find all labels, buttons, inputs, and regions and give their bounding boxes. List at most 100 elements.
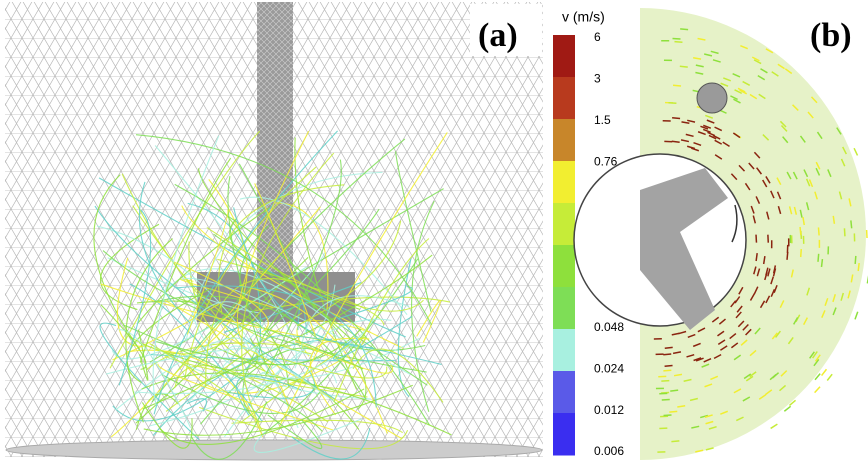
streamline — [337, 286, 413, 320]
streamline — [241, 152, 335, 431]
vector — [703, 124, 712, 129]
vector — [663, 369, 672, 372]
panel-b: (b) — [573, 4, 868, 460]
vector — [730, 300, 737, 308]
streamline — [143, 384, 414, 436]
streamline — [175, 285, 377, 408]
vector — [758, 394, 767, 400]
colorbar-label: 0.048 — [594, 320, 624, 334]
vector — [807, 111, 814, 119]
streamline — [126, 287, 212, 383]
colorbar-label: 6 — [594, 30, 601, 44]
vector — [824, 297, 829, 307]
vector — [848, 198, 852, 207]
vector — [820, 368, 828, 377]
vector — [827, 169, 832, 178]
vector — [677, 405, 686, 408]
vector — [693, 357, 702, 362]
vector — [661, 379, 670, 382]
vector — [821, 310, 826, 319]
vector — [683, 378, 692, 382]
vector — [685, 133, 694, 138]
streamline — [296, 220, 402, 327]
streamline — [255, 296, 451, 312]
vector — [810, 96, 818, 104]
vector — [850, 274, 854, 283]
streamline — [141, 372, 452, 436]
vector — [664, 346, 673, 350]
streamline — [205, 277, 292, 387]
streamline — [291, 427, 371, 460]
vector — [802, 216, 805, 226]
vector — [687, 333, 696, 339]
vector — [770, 190, 775, 199]
streamline — [333, 315, 413, 360]
streamline — [223, 282, 362, 333]
vector — [840, 292, 845, 301]
vector — [847, 290, 851, 299]
colorbar-label: 0.006 — [594, 444, 624, 458]
vector — [686, 353, 695, 358]
streamline — [295, 340, 394, 374]
vector — [772, 265, 777, 274]
vector — [792, 104, 799, 111]
vector — [770, 289, 776, 297]
vector — [671, 440, 680, 443]
streamline — [99, 322, 200, 440]
vector — [814, 373, 821, 381]
impeller-blades — [640, 168, 728, 330]
vector — [832, 307, 837, 316]
vector — [680, 139, 690, 143]
vector — [695, 64, 704, 68]
vector — [693, 56, 702, 60]
streamline — [239, 196, 408, 316]
streamline — [411, 200, 435, 412]
streamline — [197, 168, 363, 350]
vector — [749, 371, 757, 378]
vector — [792, 171, 798, 180]
vector — [779, 120, 787, 128]
colorbar-segment — [553, 77, 575, 120]
tank-bottom — [5, 439, 543, 461]
vector — [780, 370, 788, 377]
vector — [743, 373, 752, 380]
vector — [776, 191, 782, 200]
vector — [805, 202, 810, 211]
colorbar-title: v (m/s) — [562, 9, 605, 25]
vector — [697, 37, 706, 41]
vector — [753, 286, 759, 295]
vector — [744, 182, 751, 191]
vector — [799, 249, 802, 258]
vector — [756, 268, 761, 277]
vector — [762, 255, 766, 265]
colorbar-label: 0.012 — [594, 403, 624, 417]
vector — [670, 389, 679, 392]
streamline — [352, 348, 444, 403]
vector — [793, 317, 799, 325]
streamline — [227, 345, 334, 402]
streamline — [253, 418, 362, 454]
streamline — [236, 375, 302, 416]
vector — [779, 384, 787, 392]
streamline — [240, 336, 367, 423]
vector — [714, 139, 723, 145]
vector — [784, 68, 793, 75]
streamline — [173, 261, 269, 333]
vector — [803, 169, 809, 178]
vector — [748, 162, 755, 170]
vector — [767, 268, 771, 277]
vector — [749, 349, 757, 357]
vector — [777, 63, 785, 70]
label-bg — [800, 4, 868, 56]
vector — [832, 215, 836, 224]
vector — [692, 342, 701, 348]
streamline — [261, 337, 420, 379]
vector — [808, 179, 814, 188]
vector — [840, 158, 846, 167]
streamline — [93, 174, 140, 350]
streamline — [137, 207, 270, 324]
vector — [711, 316, 720, 323]
vector — [689, 397, 699, 402]
vector — [671, 140, 680, 143]
